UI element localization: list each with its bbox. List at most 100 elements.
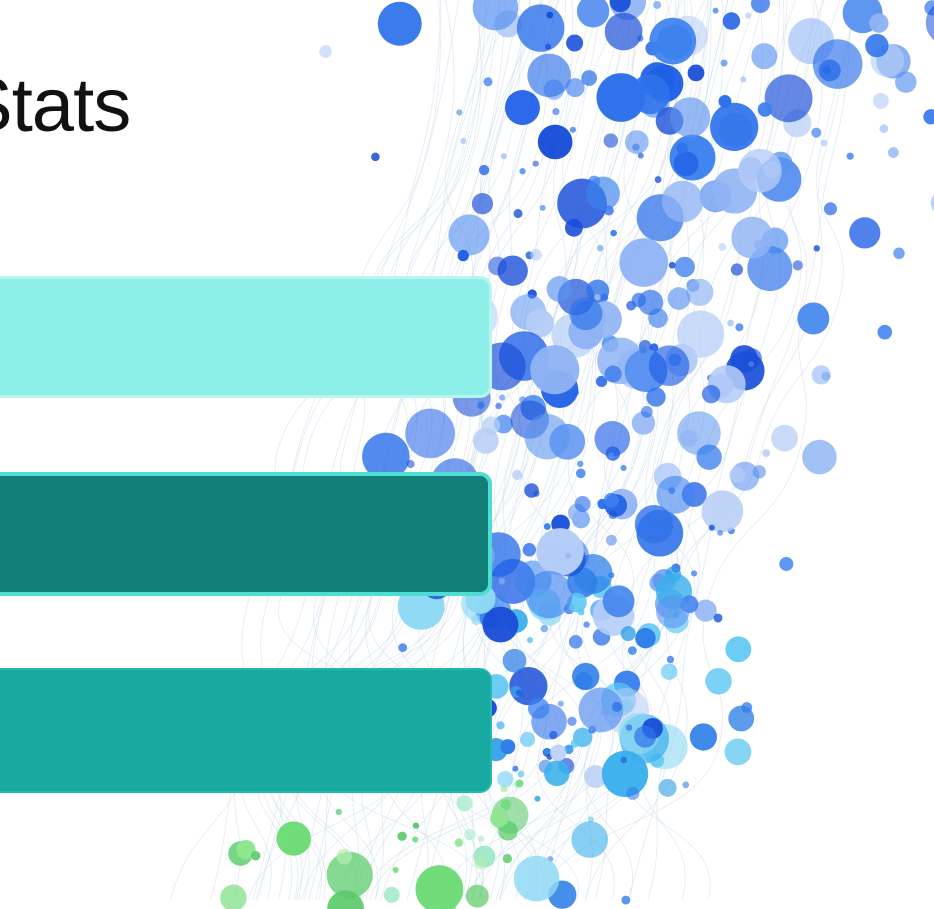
stat-button[interactable] (0, 668, 492, 793)
dot (687, 64, 705, 82)
dot (603, 133, 618, 148)
dot (220, 884, 247, 909)
dot (383, 886, 400, 903)
dot (895, 71, 917, 93)
dot (527, 53, 571, 98)
dot (533, 490, 540, 497)
dot (869, 13, 889, 33)
dot (729, 466, 746, 483)
dot (552, 107, 560, 116)
dot (619, 238, 669, 287)
dot (557, 700, 564, 707)
dot (637, 289, 664, 316)
dot (730, 263, 744, 276)
dot (720, 59, 728, 67)
dot (757, 102, 773, 117)
dot (607, 452, 615, 459)
dot (631, 411, 656, 435)
dot (686, 278, 714, 307)
dot (735, 323, 744, 332)
dot (585, 176, 620, 211)
dot (639, 345, 648, 354)
dot (654, 176, 662, 183)
dot (515, 779, 524, 788)
dot (377, 1, 422, 46)
dot (496, 721, 505, 730)
dot (762, 449, 771, 458)
dot (620, 626, 636, 642)
dot (500, 799, 512, 810)
dot (594, 420, 631, 457)
dot (502, 853, 513, 864)
dot (477, 401, 485, 409)
dot (893, 247, 905, 260)
dot (569, 297, 603, 331)
dot (682, 781, 690, 789)
dot (701, 490, 744, 533)
dot (472, 0, 519, 31)
dot (572, 662, 600, 691)
dot (611, 701, 622, 712)
dot (624, 130, 649, 154)
dot (362, 432, 410, 481)
dot (454, 838, 464, 847)
dot (621, 895, 631, 905)
dot (500, 739, 516, 755)
dot (727, 319, 734, 327)
dot (525, 309, 554, 338)
dot (849, 217, 881, 249)
dot (646, 387, 666, 407)
dot (750, 0, 770, 13)
stat-button[interactable] (0, 276, 492, 398)
dot (661, 180, 704, 223)
dot (522, 543, 537, 557)
dot (371, 152, 380, 162)
dot (596, 244, 604, 252)
dot (250, 851, 261, 861)
dot (478, 164, 490, 176)
dot (820, 139, 828, 147)
dot (565, 552, 572, 559)
dot (544, 760, 570, 787)
dot (738, 148, 782, 193)
dot (566, 34, 584, 52)
dot (877, 324, 893, 340)
dot (471, 193, 494, 215)
dot (779, 556, 794, 571)
dot (636, 509, 684, 557)
dot (725, 636, 752, 663)
dot (569, 126, 576, 133)
dot (627, 646, 637, 655)
dot (609, 0, 631, 13)
dot (512, 469, 523, 480)
dot (515, 689, 523, 696)
dot (670, 97, 711, 138)
dot (673, 151, 699, 177)
dot (764, 74, 813, 123)
dot (530, 345, 580, 395)
dot (544, 748, 551, 755)
dot (498, 578, 506, 585)
dot (710, 102, 759, 151)
dot (546, 276, 573, 302)
dot (797, 302, 830, 335)
dot (498, 394, 506, 401)
stat-button[interactable] (0, 472, 492, 596)
dot (717, 529, 724, 536)
dot (397, 831, 407, 841)
dot (887, 147, 899, 158)
dot (923, 109, 934, 125)
dot (513, 855, 560, 902)
thread (540, 0, 796, 901)
dot (584, 765, 607, 788)
dot (637, 152, 644, 159)
dot (872, 92, 889, 109)
dot (552, 529, 572, 550)
dot (577, 460, 584, 468)
dot (741, 702, 753, 713)
dot (405, 408, 455, 459)
dot (276, 821, 311, 856)
dot (630, 74, 670, 115)
